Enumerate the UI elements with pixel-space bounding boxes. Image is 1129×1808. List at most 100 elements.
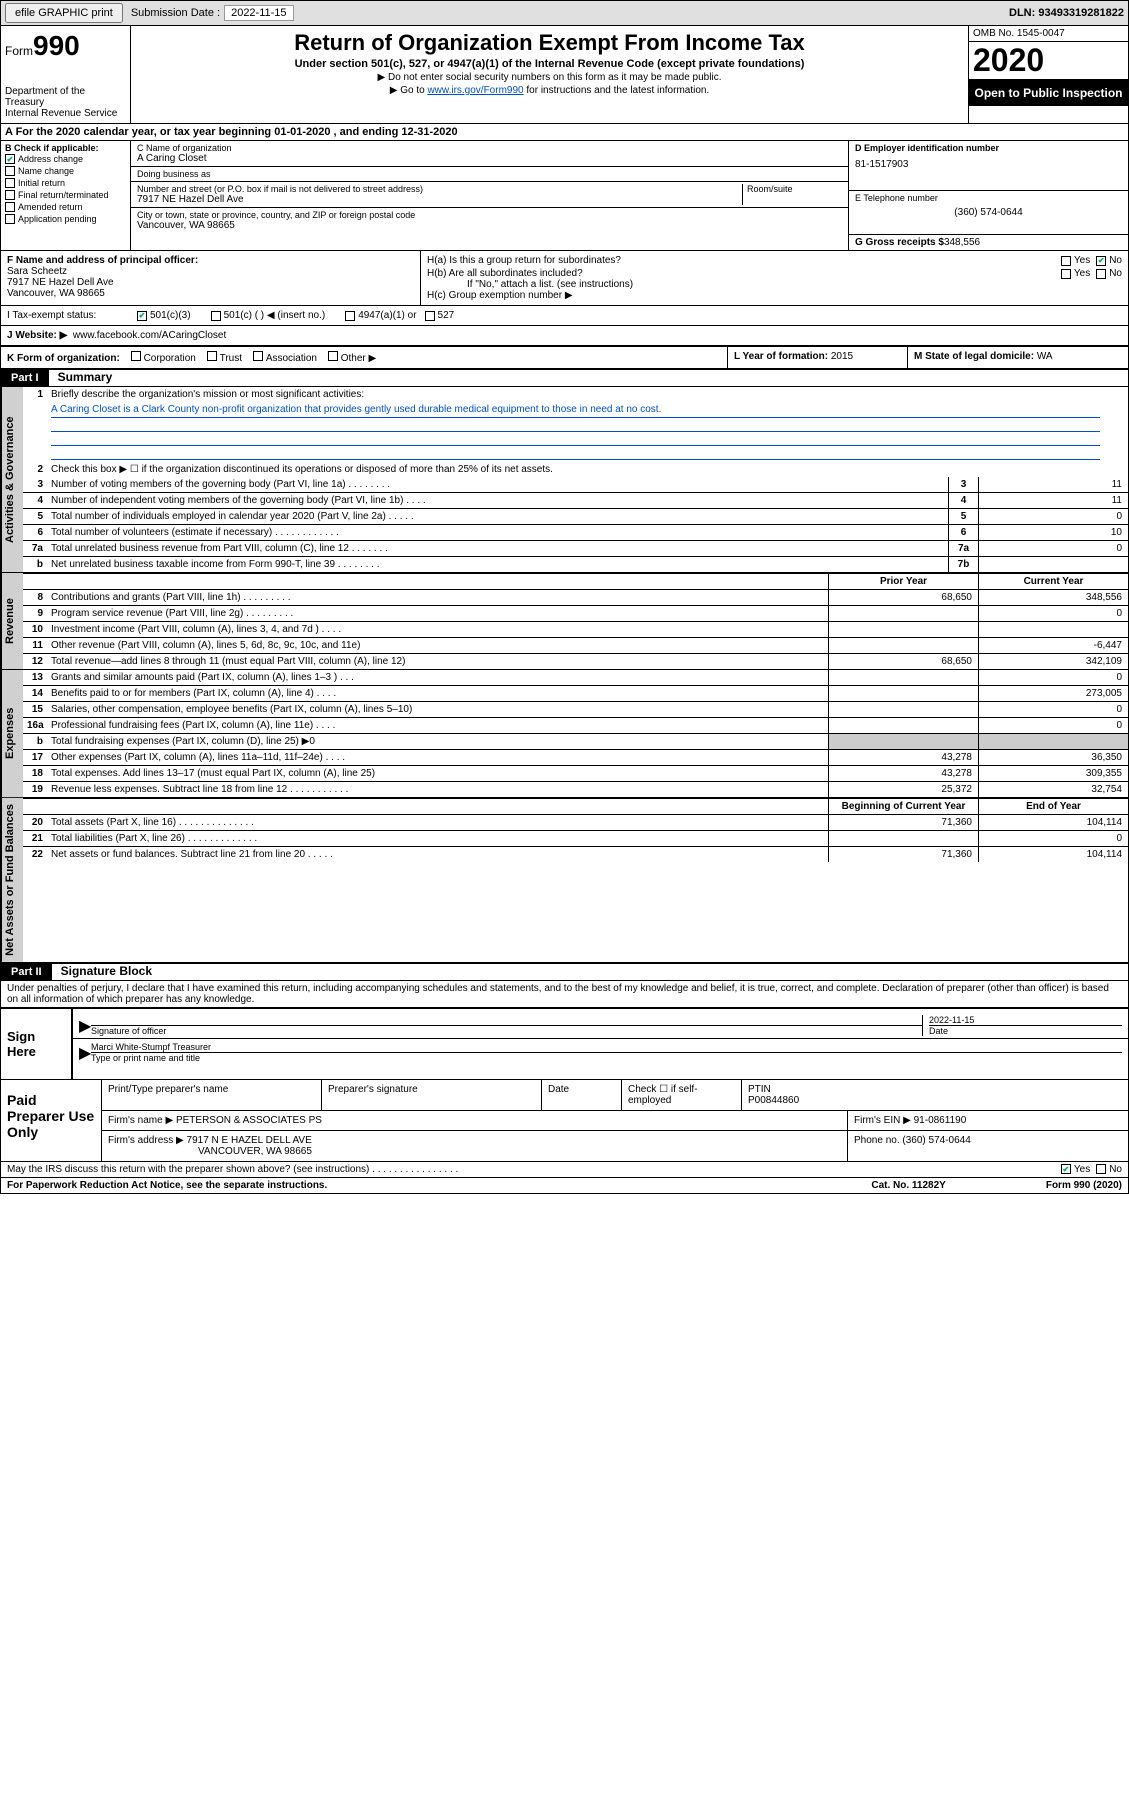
checkbox-corp[interactable] bbox=[131, 351, 141, 361]
prior-value bbox=[828, 606, 978, 621]
checkbox-assoc[interactable] bbox=[253, 351, 263, 361]
line-13: 13 Grants and similar amounts paid (Part… bbox=[23, 670, 1128, 686]
form-word: Form bbox=[5, 44, 33, 58]
part2-header-row: Part II Signature Block bbox=[1, 964, 1128, 981]
section-l: L Year of formation: 2015 bbox=[728, 347, 908, 368]
line-text: Total assets (Part X, line 16) . . . . .… bbox=[47, 815, 828, 830]
prior-value: 71,360 bbox=[828, 847, 978, 862]
section-k: K Form of organization: Corporation Trus… bbox=[1, 347, 728, 368]
line-num: 5 bbox=[23, 509, 47, 524]
line-box: 3 bbox=[948, 477, 978, 492]
form-title: Return of Organization Exempt From Incom… bbox=[135, 30, 964, 56]
check-address-change[interactable]: Address change bbox=[5, 153, 126, 165]
tax-period: A For the 2020 calendar year, or tax yea… bbox=[1, 124, 1128, 141]
firm-ein-cell: Firm's EIN ▶ 91-0861190 bbox=[848, 1111, 1128, 1130]
instr2-pre: ▶ Go to bbox=[390, 85, 428, 96]
line-num: 4 bbox=[23, 493, 47, 508]
net-header: Beginning of Current Year End of Year bbox=[23, 798, 1128, 815]
city-value: Vancouver, WA 98665 bbox=[137, 220, 842, 231]
checkbox-icon bbox=[5, 154, 15, 164]
prior-value bbox=[828, 702, 978, 717]
section-f: F Name and address of principal officer:… bbox=[1, 251, 421, 305]
rev-lines: 8 Contributions and grants (Part VIII, l… bbox=[23, 590, 1128, 669]
line-text: Revenue less expenses. Subtract line 18 … bbox=[47, 782, 828, 797]
header-left: Form990 Department of the Treasury Inter… bbox=[1, 26, 131, 123]
firm-label: Firm's name ▶ bbox=[108, 1115, 173, 1126]
net-lines: 20 Total assets (Part X, line 16) . . . … bbox=[23, 815, 1128, 862]
sig-date-label: Date bbox=[929, 1025, 1122, 1036]
gross-cell: G Gross receipts $348,556 bbox=[849, 235, 1128, 250]
prior-value: 25,372 bbox=[828, 782, 978, 797]
line-box: 4 bbox=[948, 493, 978, 508]
checkbox-527[interactable] bbox=[425, 311, 435, 321]
line-7a: 7a Total unrelated business revenue from… bbox=[23, 541, 1128, 557]
check-app-pending[interactable]: Application pending bbox=[5, 213, 126, 225]
city-label: City or town, state or province, country… bbox=[137, 210, 842, 220]
check-amended[interactable]: Amended return bbox=[5, 201, 126, 213]
part2-title: Signature Block bbox=[55, 962, 158, 980]
prep-name-label: Print/Type preparer's name bbox=[102, 1080, 322, 1110]
line-num: 17 bbox=[23, 750, 47, 765]
checkbox-icon[interactable] bbox=[1061, 256, 1071, 266]
hb-note: If "No," attach a list. (see instruction… bbox=[427, 279, 1122, 290]
end-year-header: End of Year bbox=[978, 799, 1128, 814]
line-10: 10 Investment income (Part VIII, column … bbox=[23, 622, 1128, 638]
checkbox-icon bbox=[5, 190, 15, 200]
opt-trust: Trust bbox=[220, 353, 242, 364]
phone-value: (360) 574-0644 bbox=[855, 207, 1122, 218]
line-text: Total revenue—add lines 8 through 11 (mu… bbox=[47, 654, 828, 669]
prep-sig-label: Preparer's signature bbox=[322, 1080, 542, 1110]
check-name-change[interactable]: Name change bbox=[5, 165, 126, 177]
opt-501c3: 501(c)(3) bbox=[150, 310, 191, 321]
current-value: 0 bbox=[978, 831, 1128, 846]
line-text: Grants and similar amounts paid (Part IX… bbox=[47, 670, 828, 685]
part1-title: Summary bbox=[52, 368, 119, 386]
preparer-fields: Print/Type preparer's name Preparer's si… bbox=[101, 1080, 1128, 1161]
header-right: OMB No. 1545-0047 2020 Open to Public In… bbox=[968, 26, 1128, 123]
period-begin: 01-01-2020 bbox=[274, 126, 330, 138]
checkbox-icon bbox=[5, 202, 15, 212]
checkbox-icon[interactable] bbox=[1096, 1164, 1106, 1174]
addr-label: Number and street (or P.O. box if mail i… bbox=[137, 184, 742, 194]
check-final-return[interactable]: Final return/terminated bbox=[5, 189, 126, 201]
line-num: 11 bbox=[23, 638, 47, 653]
line-text: Salaries, other compensation, employee b… bbox=[47, 702, 828, 717]
line-b: b Net unrelated business taxable income … bbox=[23, 557, 1128, 572]
line-num: 8 bbox=[23, 590, 47, 605]
phone-label: E Telephone number bbox=[855, 193, 1122, 203]
check-initial-return[interactable]: Initial return bbox=[5, 177, 126, 189]
dba-label: Doing business as bbox=[137, 169, 842, 179]
checkbox-other[interactable] bbox=[328, 351, 338, 361]
checkbox-icon[interactable] bbox=[1096, 256, 1106, 266]
checkbox-icon[interactable] bbox=[1061, 1164, 1071, 1174]
current-value: 342,109 bbox=[978, 654, 1128, 669]
line-text: Program service revenue (Part VIII, line… bbox=[47, 606, 828, 621]
opt-label: Name change bbox=[18, 166, 74, 176]
line-text: Total unrelated business revenue from Pa… bbox=[47, 541, 948, 556]
instructions-link[interactable]: www.irs.gov/Form990 bbox=[427, 85, 523, 96]
firm-addr-label: Firm's address ▶ bbox=[108, 1135, 184, 1146]
checkbox-501c3[interactable] bbox=[137, 311, 147, 321]
line-19: 19 Revenue less expenses. Subtract line … bbox=[23, 782, 1128, 797]
efile-print-button[interactable]: efile GRAPHIC print bbox=[5, 3, 123, 23]
governance-content: 1 Briefly describe the organization's mi… bbox=[23, 387, 1128, 572]
submission-date-value: 2022-11-15 bbox=[224, 5, 293, 21]
opt-corp: Corporation bbox=[144, 353, 196, 364]
section-h: H(a) Is this a group return for subordin… bbox=[421, 251, 1128, 305]
checkbox-501c[interactable] bbox=[211, 311, 221, 321]
opt-label: Amended return bbox=[18, 202, 83, 212]
checkbox-trust[interactable] bbox=[207, 351, 217, 361]
prior-value bbox=[828, 686, 978, 701]
line-num: 2 bbox=[23, 462, 47, 477]
checkbox-4947[interactable] bbox=[345, 311, 355, 321]
line-1: 1 Briefly describe the organization's mi… bbox=[23, 387, 1128, 402]
omb-number: OMB No. 1545-0047 bbox=[969, 26, 1128, 42]
cat-no: Cat. No. 11282Y bbox=[871, 1180, 945, 1191]
form-header: Form990 Department of the Treasury Inter… bbox=[1, 26, 1128, 124]
checkbox-icon[interactable] bbox=[1096, 269, 1106, 279]
signature-field[interactable]: Signature of officer bbox=[91, 1025, 922, 1036]
prep-selfemp: Check ☐ if self-employed bbox=[622, 1080, 742, 1110]
checkbox-icon[interactable] bbox=[1061, 269, 1071, 279]
phone-cell: E Telephone number (360) 574-0644 bbox=[849, 191, 1128, 235]
current-value: 104,114 bbox=[978, 815, 1128, 830]
